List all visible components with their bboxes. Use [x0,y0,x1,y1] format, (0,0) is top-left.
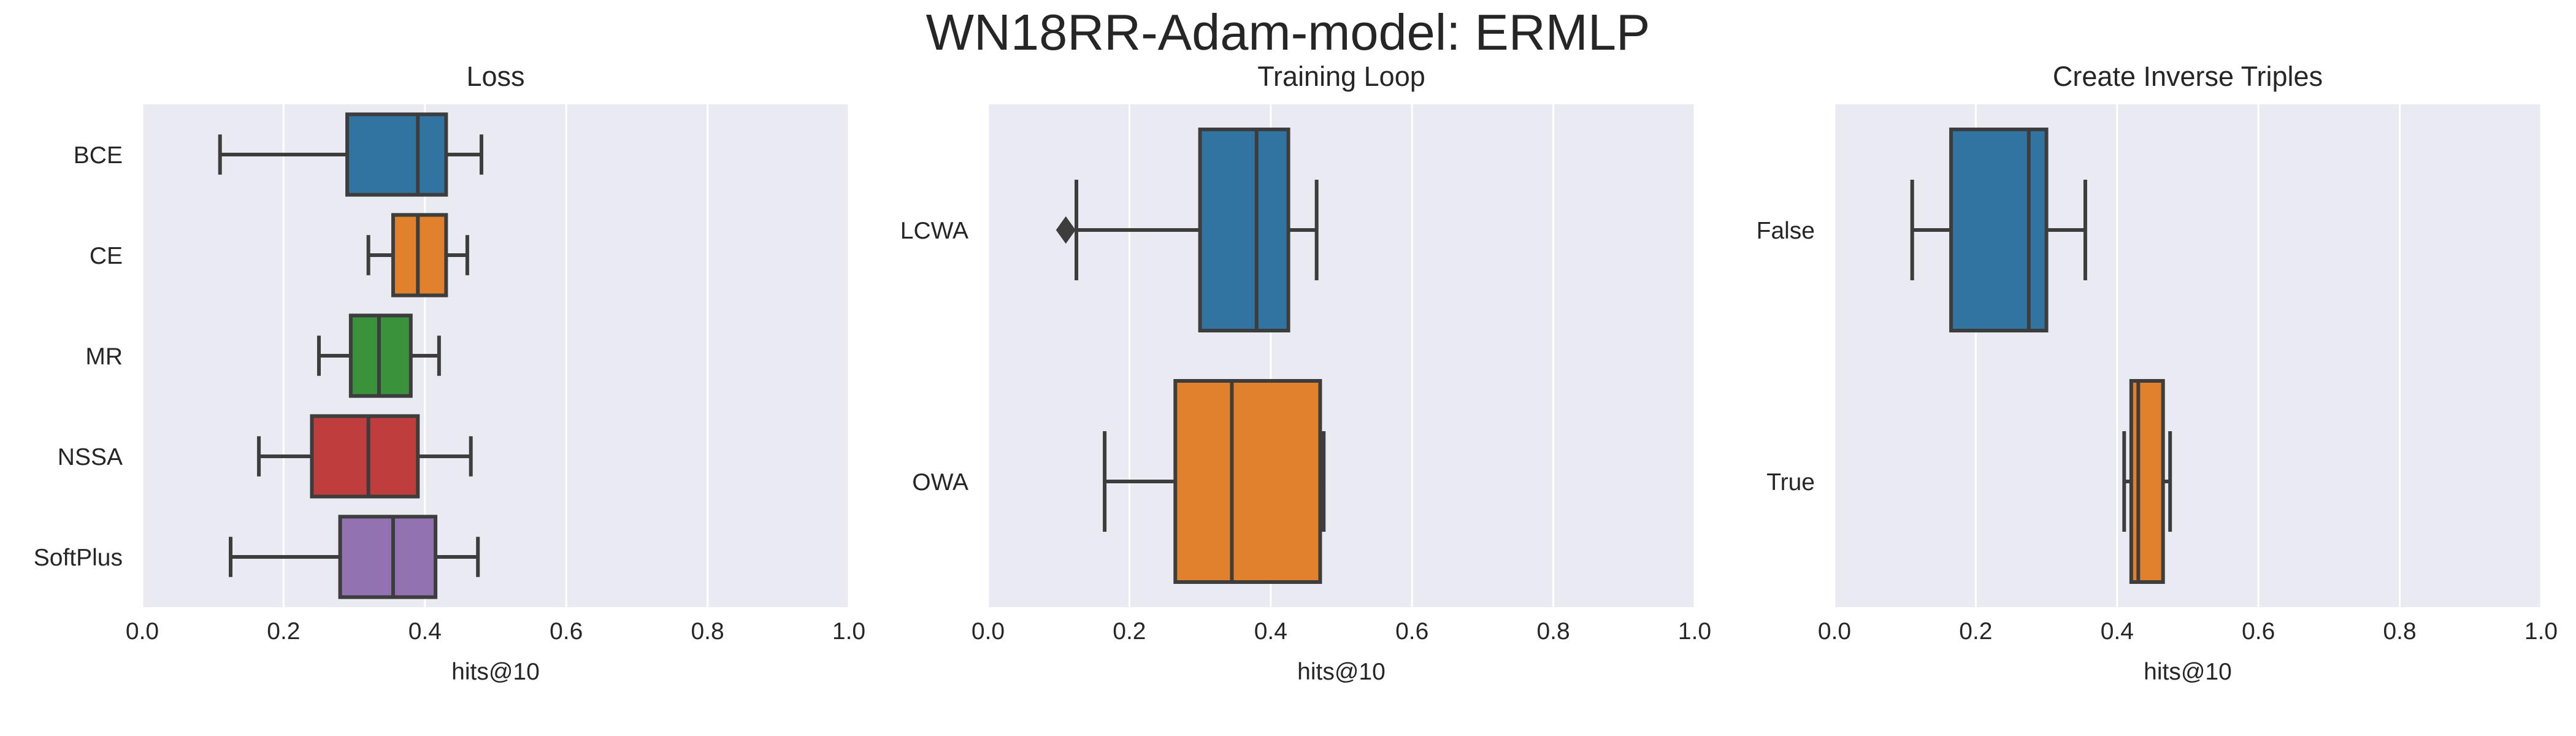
x-tick-label: 0.2 [1959,618,1992,645]
plot-area: 0.0 0.2 0.4 0.6 0.8 1.0 BCE CE MR NSSA SoftPlus [34,104,865,645]
x-tick-label: 1.0 [2524,618,2558,645]
plot-background [142,104,849,607]
plot-area: 0.0 0.2 0.4 0.6 0.8 1.0 LCWA OWA [900,104,1711,645]
x-tick-label: 0.2 [1113,618,1146,645]
box-owa [1103,379,1326,584]
subplot-title: Training Loop [1257,61,1425,92]
plot-background [1834,104,2541,607]
box-ce [366,213,469,297]
box-true [2122,379,2172,584]
x-tick-label: 0.8 [2383,618,2416,645]
subplot-loss: Loss hits@10 [451,61,540,685]
y-tick-label: MR [85,343,123,370]
x-tick-label: 0.8 [691,618,724,645]
y-tick-label: False [1757,218,1815,244]
box-nssa [257,414,473,499]
x-tick-label: 0.6 [550,618,583,645]
y-tick-label: True [1766,469,1815,496]
plot-area: 0.0 0.2 0.4 0.6 0.8 1.0 False True [1757,104,2558,645]
x-tick-label: 0.4 [408,618,442,645]
x-tick-label: 1.0 [832,618,865,645]
box-lcwa [1056,128,1319,332]
y-tick-label: NSSA [58,444,123,470]
x-axis-label: hits@10 [2144,659,2232,685]
x-axis-label: hits@10 [1297,659,1386,685]
y-tick-label: LCWA [900,218,968,244]
x-tick-label: 0.0 [972,618,1005,645]
x-tick-label: 0.0 [1818,618,1851,645]
iqr-box [1949,128,2049,332]
subplot-create-inverse-triples: Create Inverse Triples hits@10 [2053,61,2323,685]
outlier-marker [1056,216,1076,244]
subplot-title: Create Inverse Triples [2053,61,2323,92]
iqr-box [1198,128,1290,332]
x-axis-label: hits@10 [451,659,540,685]
plot-background [988,104,1695,607]
subplot-title: Loss [466,61,524,92]
y-tick-label: SoftPlus [34,545,123,571]
x-tick-label: 0.2 [267,618,300,645]
iqr-box [310,414,420,499]
x-tick-label: 0.6 [2242,618,2275,645]
iqr-box [345,112,448,197]
x-tick-label: 0.8 [1536,618,1570,645]
subplot-training-loop: Training Loop hits@10 [1257,61,1425,685]
x-tick-label: 0.0 [126,618,159,645]
y-tick-label: CE [90,243,123,269]
figure-title: WN18RR-Adam-model: ERMLP [926,4,1650,61]
box-mr [317,313,441,398]
box-softplus [229,515,480,599]
y-tick-label: OWA [912,469,968,496]
box-bce [218,112,483,197]
iqr-box [2129,379,2165,584]
x-tick-label: 0.4 [1254,618,1287,645]
x-tick-label: 0.6 [1395,618,1428,645]
y-tick-label: BCE [74,142,123,169]
box-false [1910,128,2087,332]
iqr-box [338,515,438,599]
x-tick-label: 1.0 [1678,618,1711,645]
iqr-box [1173,379,1322,584]
x-tick-label: 0.4 [2101,618,2134,645]
